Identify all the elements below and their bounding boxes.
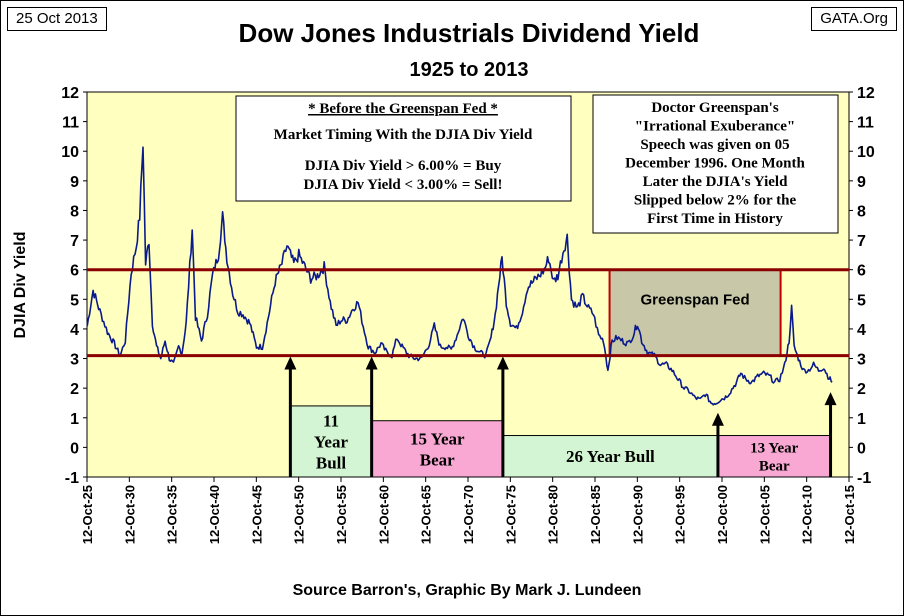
- y-tick-left-6: 6: [70, 263, 79, 280]
- y-tick-right-3: 3: [857, 352, 866, 369]
- strategy-sell-rule: DJIA Div Yield < 3.00% = Sell!: [304, 177, 503, 193]
- y-tick-left-4: 4: [70, 322, 79, 339]
- y-tick-right-8: 8: [857, 203, 866, 220]
- strategy-buy-rule: DJIA Div Yield > 6.00% = Buy: [305, 158, 502, 174]
- y-tick-left-11: 11: [62, 115, 79, 132]
- arrow-head-3: [711, 412, 724, 426]
- greenspan-fed-rect: [608, 268, 782, 357]
- bull-11-year-label: 11: [323, 411, 339, 430]
- y-tick-left-3: 3: [70, 352, 79, 369]
- y-tick-right-6: 6: [857, 263, 866, 280]
- y-tick-right-4: 4: [857, 322, 866, 339]
- y-tick-left-8: 8: [70, 203, 79, 220]
- x-tick-12-Oct-95: 12-Oct-95: [673, 485, 688, 544]
- x-tick-12-Oct-05: 12-Oct-05: [757, 485, 772, 544]
- x-tick-12-Oct-50: 12-Oct-50: [292, 485, 307, 544]
- arrow-head-4: [824, 392, 837, 406]
- strategy-box: * Before the Greenspan Fed * Market Timi…: [235, 95, 572, 202]
- x-tick-12-Oct-25: 12-Oct-25: [80, 485, 95, 544]
- x-axis: 12-Oct-25 12-Oct-30 12-Oct-35 12-Oct-40 12-O…: [80, 477, 857, 544]
- x-tick-12-Oct-15: 12-Oct-15: [842, 485, 857, 544]
- greenspan-fed-box: Greenspan Fed: [608, 268, 782, 357]
- y-tick-right-11: 11: [857, 115, 874, 132]
- speech-line: First Time in History: [647, 211, 783, 227]
- bull-11-year-label: Year: [314, 432, 348, 451]
- y-tick-left-9: 9: [70, 174, 79, 191]
- x-tick-12-Oct-30: 12-Oct-30: [122, 485, 137, 544]
- y-tick-left-1: 1: [70, 411, 79, 428]
- y-tick-right-7: 7: [857, 233, 866, 250]
- strategy-box-rect: [235, 95, 572, 202]
- speech-line: Doctor Greenspan's: [651, 100, 779, 116]
- bear-13-year-label: 13 Year: [750, 441, 799, 457]
- y-tick-right-12: 12: [857, 85, 875, 102]
- y-tick-right-0: 0: [857, 440, 866, 457]
- y-tick-right-10: 10: [857, 144, 875, 161]
- bear-15-year-label: Bear: [420, 450, 455, 469]
- arrow-head-2: [496, 356, 509, 370]
- speech-line: Later the DJIA's Yield: [643, 174, 789, 190]
- y-tick-right--1: -1: [857, 470, 871, 487]
- y-axis-label: DJIA Div Yield: [12, 232, 29, 339]
- x-tick-12-Oct-80: 12-Oct-80: [546, 485, 561, 544]
- greenspan-speech-box: Doctor Greenspan's "Irrational Exuberance…: [592, 94, 839, 234]
- date-label: 25 Oct 2013: [7, 7, 107, 31]
- x-tick-12-Oct-75: 12-Oct-75: [503, 485, 518, 544]
- bear-13-year-label: Bear: [759, 459, 790, 475]
- x-tick-12-Oct-60: 12-Oct-60: [376, 485, 391, 544]
- y-tick-right-9: 9: [857, 174, 866, 191]
- series-line-div-yield: [86, 146, 833, 406]
- arrow-head-1: [365, 356, 378, 370]
- arrow-head-0: [284, 356, 297, 370]
- site-label: GATA.Org: [811, 7, 897, 31]
- x-tick-12-Oct-35: 12-Oct-35: [165, 485, 180, 544]
- x-tick-12-Oct-85: 12-Oct-85: [588, 485, 603, 544]
- speech-box-rect: [592, 94, 839, 234]
- y-tick-left-5: 5: [70, 292, 79, 309]
- strategy-heading: * Before the Greenspan Fed *: [308, 101, 498, 117]
- chart-title: Dow Jones Industrials Dividend Yield: [239, 18, 700, 48]
- signal-arrows: [284, 356, 837, 477]
- x-axis-label: Source Barron's, Graphic By Mark J. Lund…: [293, 582, 642, 599]
- x-tick-12-Oct-55: 12-Oct-55: [334, 485, 349, 544]
- x-tick-12-Oct-65: 12-Oct-65: [419, 485, 434, 544]
- bull-26-year-label: 26 Year Bull: [566, 447, 655, 466]
- speech-text: Doctor Greenspan's "Irrational Exuberance…: [625, 100, 805, 227]
- y-tick-left--1: -1: [65, 470, 79, 487]
- x-tick-12-Oct-10: 12-Oct-10: [800, 485, 815, 544]
- y-tick-left-0: 0: [70, 440, 79, 457]
- bull-11-year-label: Bull: [316, 453, 347, 472]
- chart-subtitle: 1925 to 2013: [410, 59, 529, 81]
- x-tick-12-Oct-45: 12-Oct-45: [249, 485, 264, 544]
- speech-line: Speech was given on 05: [640, 137, 789, 153]
- y-tick-left-2: 2: [70, 381, 79, 398]
- speech-line: Slipped below 2% for the: [634, 193, 797, 209]
- bull-11-year-rect: [289, 405, 373, 478]
- greenspan-fed-label: Greenspan Fed: [640, 291, 749, 308]
- y-tick-left-7: 7: [70, 233, 79, 250]
- y-tick-left-10: 10: [61, 144, 79, 161]
- y-tick-left-12: 12: [61, 85, 79, 102]
- bear-13-year-rect: [717, 435, 832, 478]
- x-tick-12-Oct-40: 12-Oct-40: [207, 485, 222, 544]
- period-boxes: 11 Year Bull 15 Year Bear 26 Year Bull 13 Year…: [289, 405, 832, 478]
- y-tick-right-1: 1: [857, 411, 866, 428]
- speech-line: "Irrational Exuberance": [635, 119, 795, 135]
- y-tick-right-2: 2: [857, 381, 866, 398]
- bear-15-year-label: 15 Year: [410, 429, 465, 448]
- x-tick-12-Oct-00: 12-Oct-00: [715, 485, 730, 544]
- speech-line: December 1996. One Month: [625, 156, 805, 172]
- x-tick-12-Oct-90: 12-Oct-90: [630, 485, 645, 544]
- y-tick-right-5: 5: [857, 292, 866, 309]
- strategy-subheading: Market Timing With the DJIA Div Yield: [274, 127, 533, 143]
- x-tick-12-Oct-70: 12-Oct-70: [461, 485, 476, 544]
